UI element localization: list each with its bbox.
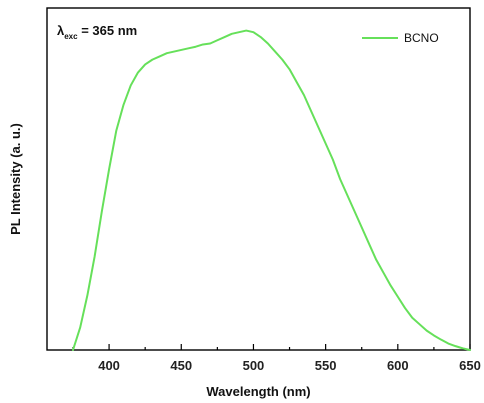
lambda-symbol: λ	[57, 23, 65, 38]
x-tick-label-450: 450	[170, 358, 192, 373]
excitation-value: = 365 nm	[78, 23, 138, 38]
plot-border	[46, 7, 471, 351]
y-axis-title: PL Intensity (a. u.)	[8, 123, 23, 235]
legend-label: BCNO	[404, 31, 439, 45]
x-tick-label-550: 550	[315, 358, 337, 373]
x-tick-label-500: 500	[243, 358, 265, 373]
x-tick-label-650: 650	[459, 358, 481, 373]
x-tick-label-600: 600	[387, 358, 409, 373]
x-axis-ticks: 400 450 500 550 600 650	[72, 344, 481, 373]
excitation-annotation: λexc = 365 nm	[57, 23, 137, 41]
x-axis-title: Wavelength (nm)	[206, 384, 310, 399]
exc-subscript: exc	[64, 32, 78, 41]
plot-frame	[46, 7, 471, 351]
legend: BCNO	[362, 31, 439, 45]
x-tick-label-400: 400	[98, 358, 120, 373]
series-line-bcno	[71, 29, 471, 351]
series-layer	[71, 29, 471, 351]
